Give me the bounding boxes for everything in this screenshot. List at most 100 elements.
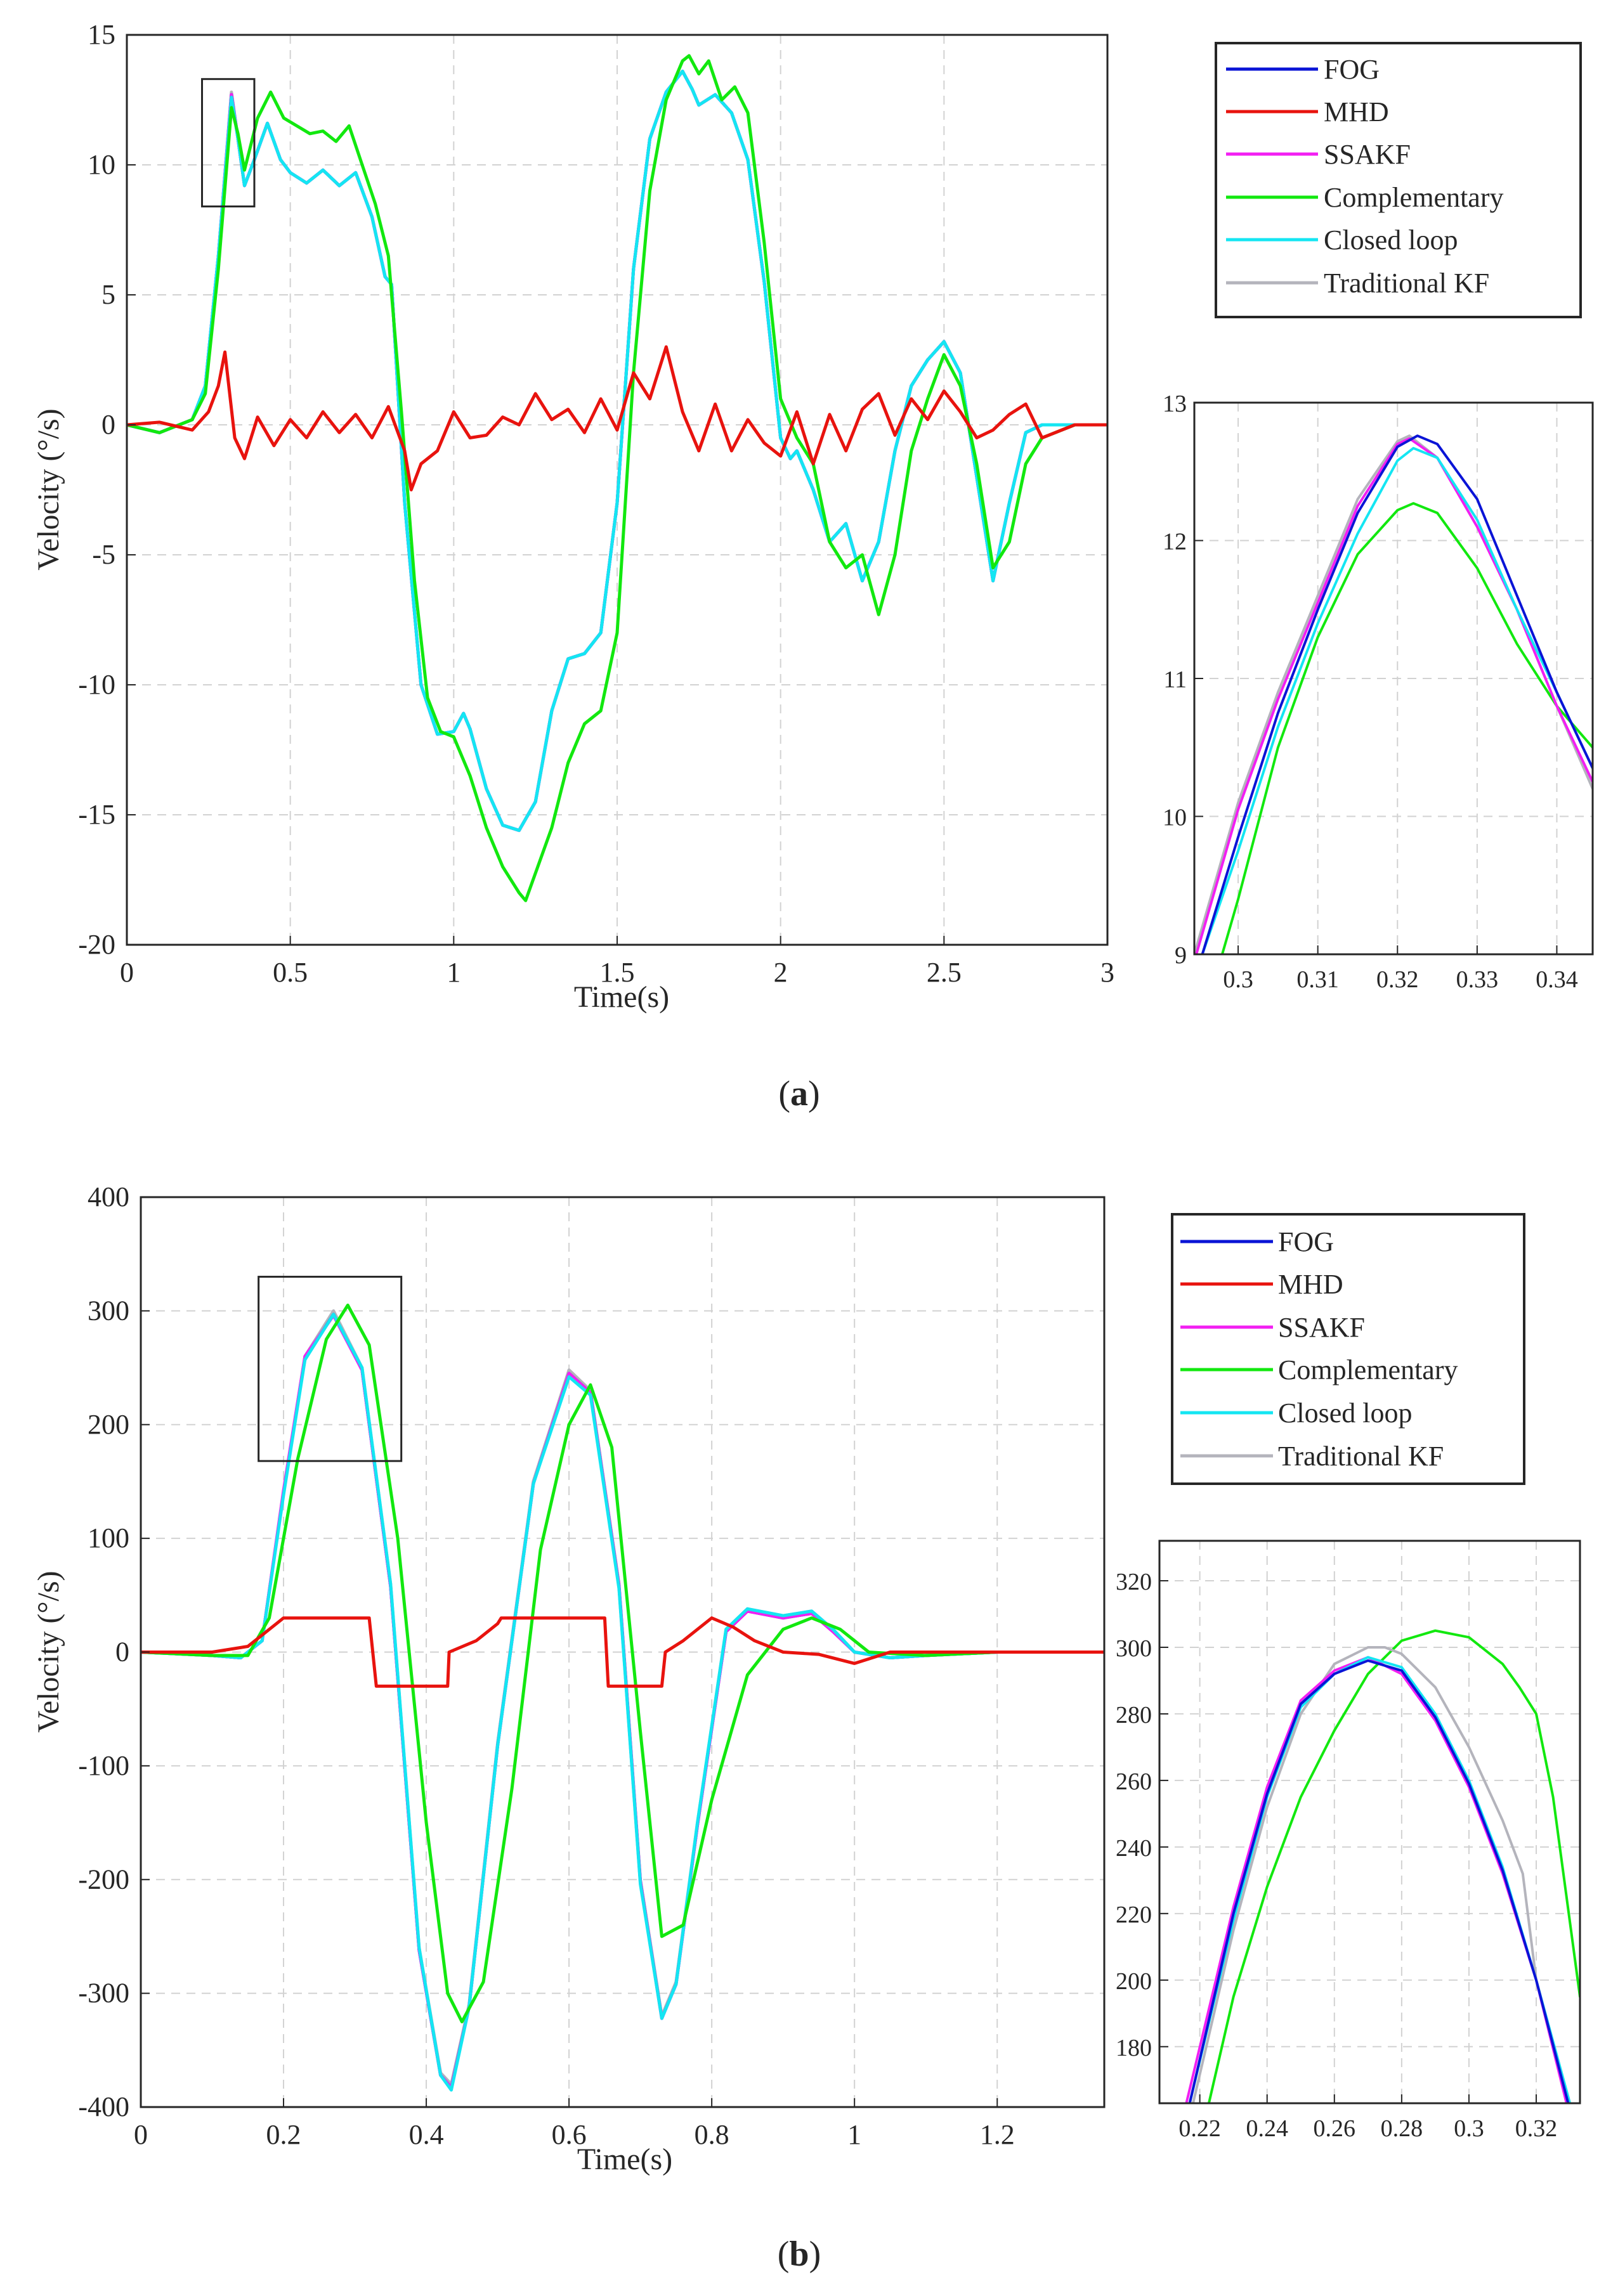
b-zoom-y-tick-label: 280	[1116, 1702, 1152, 1728]
b-main-y-tick-label: 0	[115, 1637, 129, 1668]
b-zoom-y-tick-label: 240	[1116, 1835, 1152, 1862]
b-main-zoom-box	[258, 1276, 403, 1462]
b-zoom-ticks: 0.22 0.24 0.26 0.28 0.3 0.32 180 200 220 240 260 28…	[1116, 1569, 1557, 2142]
b-main-y-tick-label: -200	[78, 1864, 129, 1895]
b-zoom-x-tick-label: 0.26	[1314, 2115, 1356, 2142]
a-zoom-x-tick-label: 0.32	[1376, 966, 1419, 993]
a-zoom-series-complementary	[1220, 502, 1593, 954]
panel-a-label: (a)	[778, 1074, 819, 1113]
a-main-y-tick-label: 10	[88, 149, 115, 180]
a-main-series-mhd	[127, 345, 1107, 491]
svg-text:SSAKF: SSAKF	[1324, 139, 1411, 170]
svg-text:Complementary: Complementary	[1324, 182, 1504, 213]
a-main-y-tick-label: -5	[92, 539, 115, 570]
a-main-y-tick-label: -15	[78, 799, 115, 830]
b-main-x-tick-label: 0.6	[552, 2119, 587, 2150]
a-main-x-tick-label: 2.5	[927, 957, 962, 988]
b-main-y-tick-label: 200	[88, 1409, 129, 1440]
b-zoom-series-fog	[1188, 1659, 1570, 2103]
a-zoom-y-tick-label: 12	[1163, 529, 1187, 555]
b-zoom-x-tick-label: 0.32	[1515, 2115, 1558, 2142]
b-zoom-series-complementary	[1207, 1629, 1580, 2103]
a-main-x-tick-label: 1.5	[600, 957, 635, 988]
a-zoom-series-fog	[1201, 434, 1593, 954]
legend-entry-ssakf: SSAKF	[1226, 139, 1411, 170]
b-main-y-tick-label: 100	[88, 1522, 129, 1553]
svg-text:Complementary: Complementary	[1278, 1354, 1458, 1385]
b-main-y-tick-label: 400	[88, 1181, 129, 1212]
panel-b-label: (b)	[778, 2234, 821, 2274]
b-zoom-grid	[1159, 1541, 1580, 2103]
legend-entry-fog: FOG	[1180, 1226, 1334, 1257]
legend-entry-traditional-kf: Traditional KF	[1180, 1441, 1444, 1472]
a-zoom-y-tick-label: 11	[1163, 666, 1187, 693]
a-main-ticks: 0 0.5 1 1.5 2 2.5 3 -20 -15 -10 -5 0 5 10 15	[78, 19, 1114, 988]
legend-entry-closed-loop: Closed loop	[1226, 224, 1458, 256]
b-zoom-y-tick-label: 300	[1116, 1635, 1152, 1662]
panel-a: 0 0.5 1 1.5 2 2.5 3 -20 -15 -10 -5 0 5 10 15 Time(s) V…	[32, 19, 1594, 1113]
a-zoom-y-tick-label: 13	[1163, 391, 1187, 417]
a-legend: FOG MHD SSAKF Complementary Closed loop …	[1215, 42, 1582, 318]
b-zoom-series	[1185, 1629, 1580, 2103]
panel-b: 0 0.2 0.4 0.6 0.8 1 1.2 -400 -300 -200 -100 0 100 200…	[32, 1181, 1581, 2274]
a-zoom-x-tick-label: 0.33	[1456, 966, 1499, 993]
legend-entry-fog: FOG	[1226, 54, 1380, 85]
a-zoom-series	[1194, 434, 1593, 954]
svg-text:Traditional KF: Traditional KF	[1278, 1441, 1444, 1472]
legend-entry-mhd: MHD	[1180, 1269, 1343, 1300]
b-legend-box	[1171, 1213, 1525, 1485]
b-zoom-x-tick-label: 0.3	[1454, 2115, 1484, 2142]
a-zoom-x-tick-label: 0.34	[1536, 966, 1578, 993]
a-main-x-tick-label: 1	[447, 957, 460, 988]
a-main-x-tick-label: 0.5	[273, 957, 308, 988]
b-main-x-tick-label: 1.2	[980, 2119, 1015, 2150]
a-main-y-tick-label: -10	[78, 669, 115, 700]
b-main-x-tick-label: 0.2	[266, 2119, 301, 2150]
b-zoom-x-tick-label: 0.28	[1381, 2115, 1423, 2142]
b-main-x-axis-label: Time(s)	[577, 2143, 672, 2176]
a-main-y-tick-label: 15	[88, 19, 115, 50]
svg-text:Traditional KF: Traditional KF	[1324, 268, 1489, 299]
b-zoom-x-tick-label: 0.22	[1178, 2115, 1221, 2142]
b-zoom-series-traditional-kf	[1192, 1646, 1572, 2103]
a-zoom-series-closed-loop	[1201, 446, 1593, 954]
a-main-series	[127, 54, 1107, 902]
b-main-y-tick-label: -100	[78, 1750, 129, 1781]
a-main-x-axis-label: Time(s)	[574, 980, 669, 1014]
b-zoom-x-tick-label: 0.24	[1246, 2115, 1288, 2142]
b-main-series-mhd	[141, 1616, 1104, 1688]
a-main-y-tick-label: -20	[78, 929, 115, 960]
b-main-x-tick-label: 0.4	[409, 2119, 444, 2150]
legend-entry-ssakf: SSAKF	[1180, 1312, 1365, 1343]
a-zoom-x-tick-label: 0.3	[1223, 966, 1253, 993]
b-main-x-tick-label: 1	[847, 2119, 861, 2150]
a-main-y-tick-label: 5	[101, 279, 115, 310]
b-main-y-tick-label: 300	[88, 1295, 129, 1326]
b-main-ticks: 0 0.2 0.4 0.6 0.8 1 1.2 -400 -300 -200 -100 0 100 200…	[78, 1181, 1014, 2150]
svg-text:FOG: FOG	[1278, 1226, 1334, 1257]
b-main-x-tick-label: 0	[134, 2119, 148, 2150]
b-main-grid	[141, 1197, 1104, 2107]
a-zoom-ticks: 0.3 0.31 0.32 0.33 0.34 9 10 11 12 13	[1163, 391, 1578, 993]
a-zoom-y-tick-label: 10	[1163, 805, 1187, 831]
a-main-zoom-box	[201, 78, 256, 208]
b-zoom-y-tick-label: 220	[1116, 1902, 1152, 1928]
legend-entry-complementary: Complementary	[1180, 1354, 1458, 1385]
legend-entry-traditional-kf: Traditional KF	[1226, 268, 1489, 299]
svg-text:MHD: MHD	[1324, 96, 1389, 127]
legend-entry-closed-loop: Closed loop	[1180, 1398, 1412, 1429]
a-main-series-complementary	[127, 54, 1107, 902]
b-main-x-tick-label: 0.8	[695, 2119, 729, 2150]
b-zoom-plot-frame	[1158, 1540, 1581, 2105]
svg-text:FOG: FOG	[1324, 54, 1380, 85]
b-main-y-axis-label: Velocity (°/s)	[32, 1571, 65, 1732]
b-zoom-y-tick-label: 260	[1116, 1768, 1152, 1795]
b-main-series	[141, 1303, 1104, 2092]
a-zoom-y-tick-label: 9	[1175, 942, 1187, 969]
b-main-y-tick-label: -300	[78, 1978, 129, 2009]
b-zoom-y-tick-label: 200	[1116, 1968, 1152, 1995]
legend-entry-complementary: Complementary	[1226, 182, 1504, 213]
a-main-x-tick-label: 0	[120, 957, 134, 988]
a-main-y-axis-label: Velocity (°/s)	[32, 408, 65, 570]
